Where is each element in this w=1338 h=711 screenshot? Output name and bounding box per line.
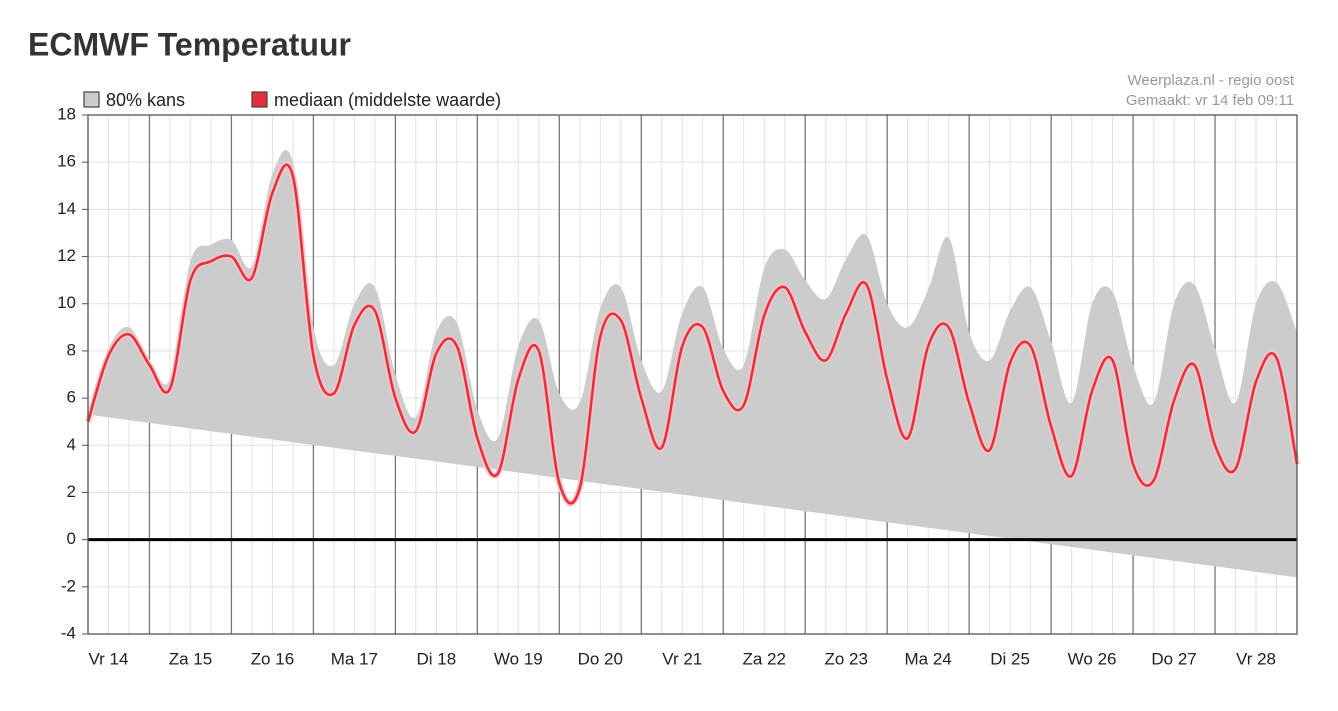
x-tick-label: Za 22: [742, 649, 785, 668]
legend-label: 80% kans: [106, 90, 185, 110]
plot-frame: [87, 114, 1298, 635]
x-tick-label: Ma 24: [905, 649, 952, 668]
median-line: [86, 163, 1299, 505]
y-tick-label: 12: [57, 246, 76, 265]
x-tick-label: Ma 17: [331, 649, 378, 668]
x-tick-label: Zo 23: [824, 649, 867, 668]
y-tick-label: 14: [57, 199, 76, 218]
y-tick-label: 10: [57, 293, 76, 312]
x-tick-label: Di 25: [990, 649, 1030, 668]
x-tick-label: Vr 28: [1236, 649, 1276, 668]
band: [88, 150, 1297, 578]
y-tick-label: 18: [57, 104, 76, 123]
y-tick-label: 8: [67, 340, 76, 359]
x-tick-label: Za 15: [169, 649, 212, 668]
y-tick-label: 0: [67, 529, 76, 548]
x-tick-label: Di 18: [417, 649, 457, 668]
y-tick-label: -2: [61, 576, 76, 595]
x-tick-label: Do 20: [578, 649, 623, 668]
created: Gemaakt: vr 14 feb 09:11: [1126, 92, 1294, 109]
y-tick-label: 4: [67, 435, 76, 454]
legend-label: mediaan (middelste waarde): [274, 90, 501, 110]
x-tick-label: Vr 14: [88, 649, 128, 668]
y-tick-label: 6: [67, 388, 76, 407]
legend-swatch: [251, 91, 268, 108]
x-tick-label: Wo 26: [1068, 649, 1117, 668]
x-tick-label: Vr 21: [662, 649, 702, 668]
x-tick-label: Do 27: [1151, 649, 1196, 668]
legend-swatch: [83, 91, 100, 108]
x-tick-label: Zo 16: [251, 649, 294, 668]
chart-title: ECMWF Temperatuur: [28, 26, 351, 62]
source: Weerplaza.nl - regio oost: [1128, 72, 1295, 89]
y-tick-label: 2: [67, 482, 76, 501]
y-tick-label: -4: [61, 623, 76, 642]
y-tick-label: 16: [57, 152, 76, 171]
x-tick-label: Wo 19: [494, 649, 543, 668]
